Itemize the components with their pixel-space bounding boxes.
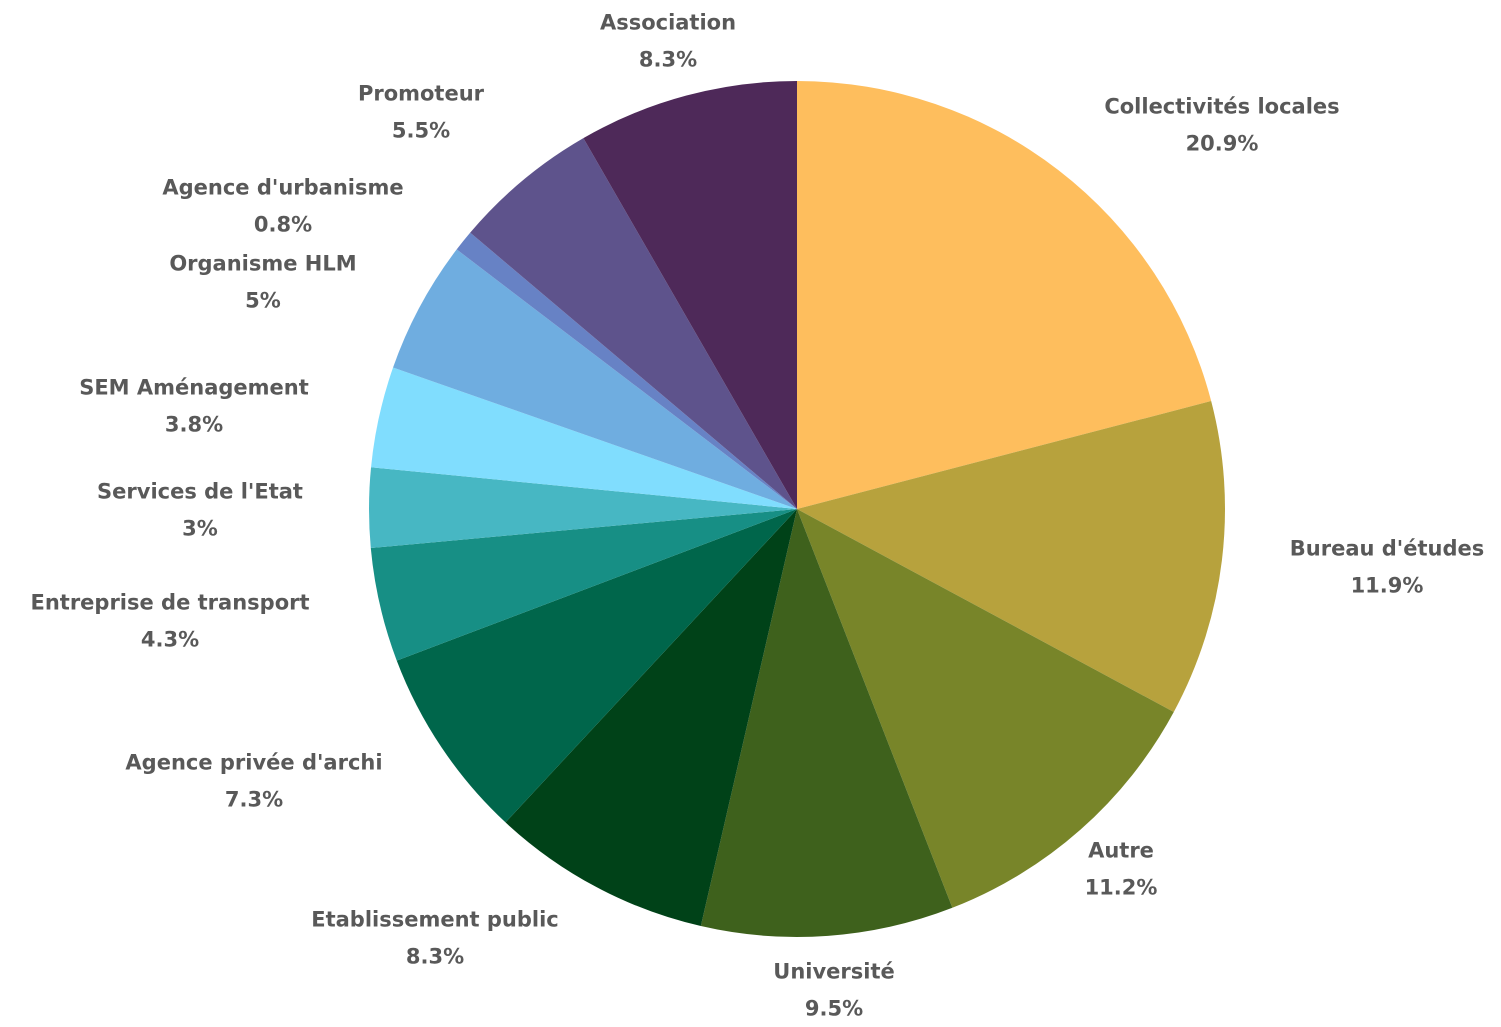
slice-label-services-de-l-etat: Services de l'Etat 3%: [97, 480, 303, 541]
slice-category-label: Etablissement public: [311, 908, 559, 932]
slice-value-label: 5%: [245, 289, 281, 313]
slice-value-label: 3%: [182, 517, 218, 541]
labels-layer: Collectivités locales 20.9% Bureau d'étude…: [30, 11, 1484, 1021]
slice-value-label: 8.3%: [406, 945, 464, 969]
slice-label-agence-d-urbanisme: Agence d'urbanisme 0.8%: [162, 176, 403, 237]
slice-category-label: Université: [773, 960, 894, 984]
slice-category-label: SEM Aménagement: [79, 376, 309, 400]
slice-category-label: Bureau d'études: [1290, 537, 1484, 561]
pie-slice-services-de-l-etat: [369, 467, 797, 549]
slice-label-sem-amenagement: SEM Aménagement 3.8%: [79, 376, 309, 437]
slice-label-etablissement-public: Etablissement public 8.3%: [311, 908, 559, 969]
pie-slice-etablissement-public: [505, 509, 797, 927]
slice-category-label: Agence privée d'archi: [125, 751, 382, 775]
slice-value-label: 4.3%: [141, 628, 199, 652]
slice-label-bureau-d-etudes: Bureau d'études 11.9%: [1290, 537, 1484, 598]
slice-category-label: Promoteur: [358, 82, 485, 106]
pie-slice-organisme-hlm: [393, 249, 797, 509]
pie-slice-collectivites-locales: [797, 81, 1212, 509]
pie-slice-agence-d-urbanisme: [456, 232, 797, 509]
pie-slice-autre: [797, 509, 1174, 908]
slice-category-label: Entreprise de transport: [30, 591, 309, 615]
slice-value-label: 8.3%: [639, 48, 697, 72]
slice-label-promoteur: Promoteur 5.5%: [358, 82, 485, 143]
slice-label-entreprise-de-transport: Entreprise de transport 4.3%: [30, 591, 309, 652]
slices-layer: [369, 81, 1225, 937]
slice-label-autre: Autre 11.2%: [1085, 839, 1158, 900]
slice-label-collectivites-locales: Collectivités locales 20.9%: [1104, 95, 1339, 156]
slice-category-label: Association: [600, 11, 736, 35]
slice-value-label: 20.9%: [1186, 132, 1259, 156]
slice-value-label: 11.2%: [1085, 876, 1158, 900]
slice-category-label: Collectivités locales: [1104, 95, 1339, 119]
slice-value-label: 5.5%: [392, 119, 450, 143]
slice-label-organisme-hlm: Organisme HLM 5%: [169, 252, 356, 313]
slice-value-label: 11.9%: [1351, 574, 1424, 598]
slice-label-association: Association 8.3%: [600, 11, 736, 72]
slice-category-label: Autre: [1088, 839, 1154, 863]
slice-value-label: 0.8%: [254, 213, 312, 237]
slice-value-label: 3.8%: [165, 413, 223, 437]
slice-category-label: Services de l'Etat: [97, 480, 303, 504]
pie-slice-promoteur: [470, 138, 797, 509]
pie-slice-universite: [700, 509, 953, 937]
pie-slice-association: [583, 81, 797, 509]
slice-label-universite: Université 9.5%: [773, 960, 894, 1021]
pie-slice-sem-amenagement: [371, 367, 797, 509]
slice-value-label: 7.3%: [225, 788, 283, 812]
slice-category-label: Agence d'urbanisme: [162, 176, 403, 200]
pie-slice-bureau-d-etudes: [797, 401, 1225, 713]
slice-category-label: Organisme HLM: [169, 252, 356, 276]
slice-value-label: 9.5%: [805, 997, 863, 1021]
pie-slice-entreprise-de-transport: [370, 509, 797, 661]
slice-label-agence-privee-d-archi: Agence privée d'archi 7.3%: [125, 751, 382, 812]
pie-slice-agence-privee-d-archi: [396, 509, 797, 823]
